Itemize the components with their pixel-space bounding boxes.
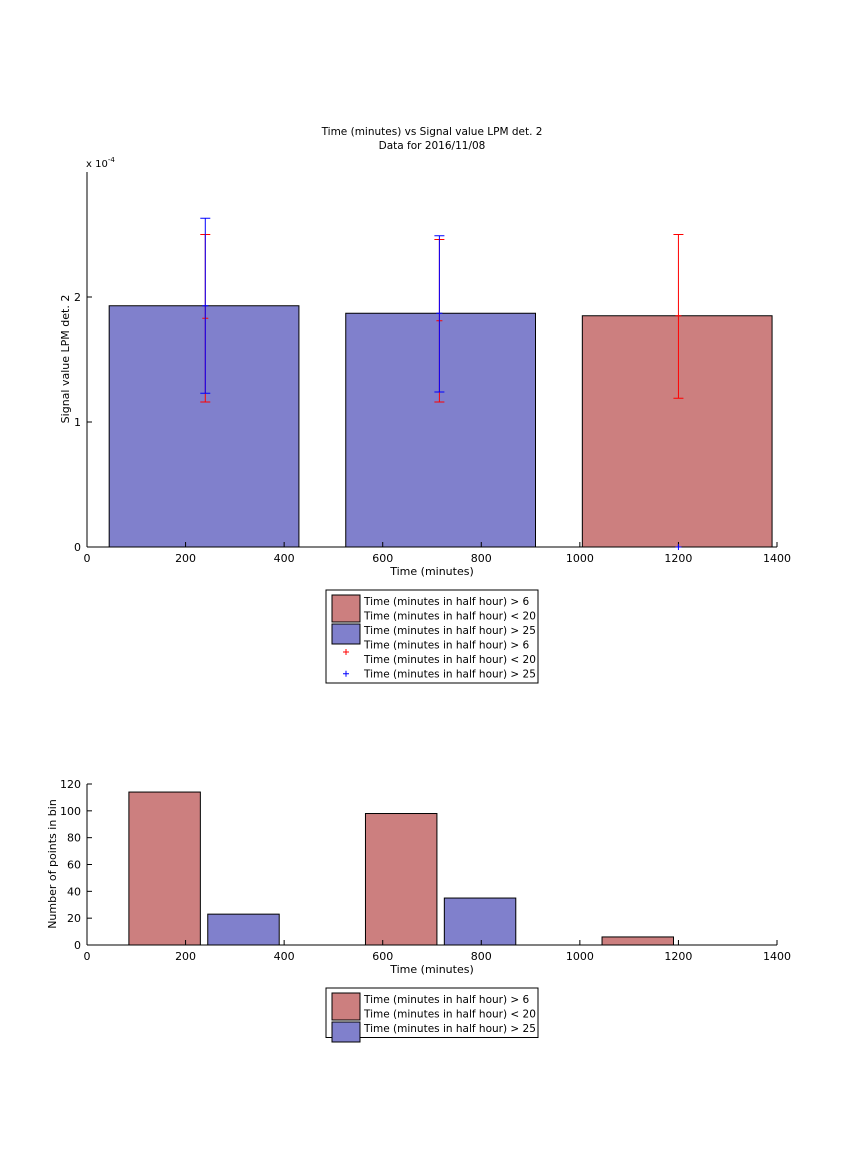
exponent-label: x 10-4 (86, 156, 115, 170)
signal-plot-area: 0 200 400 600 800 1000 1200 1400 0 1 2 (74, 172, 791, 565)
bar (108, 305, 300, 548)
bar (601, 936, 674, 946)
legend-entry-label: Time (minutes in half hour) < 20 (363, 611, 536, 623)
x-tick-label: 800 (471, 950, 492, 963)
y-tick-label: 0 (74, 541, 81, 554)
bar (128, 791, 201, 946)
legend-entry-label: Time (minutes in half hour) > 6 (363, 596, 530, 608)
legend-entry-label: Time (minutes in half hour) > 6 (363, 994, 530, 1006)
legend-entry-label: Time (minutes in half hour) > 25 (363, 1023, 536, 1035)
count-plot-area: 0 200 400 600 800 1000 1200 1400 0 20 40 60 80 100 120 (60, 778, 791, 963)
y-tick-label: 2 (74, 291, 81, 304)
x-axis-label: Time (minutes) (389, 565, 474, 578)
y-axis-label: Number of points in bin (46, 799, 59, 929)
legend-entry-label: Time (minutes in half hour) < 20 (363, 1009, 536, 1021)
x-tick-label: 800 (471, 552, 492, 565)
legend-entry-label: Time (minutes in half hour) > 6 (363, 640, 530, 652)
signal-legend: Time (minutes in half hour) > 6 Time (min… (325, 589, 539, 684)
bar (364, 813, 438, 946)
y-tick-label: 20 (67, 912, 81, 925)
x-tick-label: 0 (84, 950, 91, 963)
x-tick-label: 0 (84, 552, 91, 565)
legend-patch (331, 992, 361, 1021)
legend-patch (331, 1021, 361, 1043)
x-tick-label: 1200 (664, 552, 692, 565)
legend-box (325, 589, 539, 684)
x-tick-label: 1400 (763, 552, 791, 565)
x-tick-label: 1400 (763, 950, 791, 963)
legend-entry-label: Time (minutes in half hour) > 25 (363, 625, 536, 637)
x-tick-label: 1200 (664, 950, 692, 963)
x-tick-label: 400 (274, 950, 295, 963)
y-tick-label: 60 (67, 859, 81, 872)
bar (207, 913, 280, 946)
y-tick-label: 100 (60, 805, 81, 818)
exponent-base: x 10 (86, 159, 108, 170)
count-chart: 0 200 400 600 800 1000 1200 1400 0 20 40 60 80 100 120… (46, 778, 791, 1043)
legend-patch (331, 594, 361, 623)
bar (443, 897, 517, 946)
legend-entry-label: Time (minutes in half hour) < 20 (363, 654, 536, 666)
x-axis-label: Time (minutes) (389, 963, 474, 976)
bar (581, 315, 773, 548)
x-tick-label: 400 (274, 552, 295, 565)
signal-chart: Time (minutes) vs Signal value LPM det. … (59, 126, 791, 684)
count-legend: Time (minutes in half hour) > 6 Time (min… (325, 987, 539, 1043)
x-tick-label: 600 (372, 950, 393, 963)
y-tick-label: 120 (60, 778, 81, 791)
x-tick-label: 1000 (566, 552, 594, 565)
bar (345, 312, 536, 548)
legend-box (325, 987, 539, 1038)
chart-subtitle: Data for 2016/11/08 (379, 140, 486, 152)
exponent-power: -4 (108, 156, 116, 164)
legend-patch (331, 623, 361, 645)
y-axis-label: Signal value LPM det. 2 (59, 295, 72, 424)
y-tick-label: 0 (74, 939, 81, 952)
x-tick-label: 200 (175, 552, 196, 565)
y-tick-label: 80 (67, 832, 81, 845)
x-tick-label: 600 (372, 552, 393, 565)
y-tick-label: 1 (74, 416, 81, 429)
chart-title: Time (minutes) vs Signal value LPM det. … (321, 126, 543, 138)
legend-entry-label: Time (minutes in half hour) > 25 (363, 669, 536, 681)
x-tick-label: 200 (175, 950, 196, 963)
x-tick-label: 1000 (566, 950, 594, 963)
y-tick-label: 40 (67, 885, 81, 898)
